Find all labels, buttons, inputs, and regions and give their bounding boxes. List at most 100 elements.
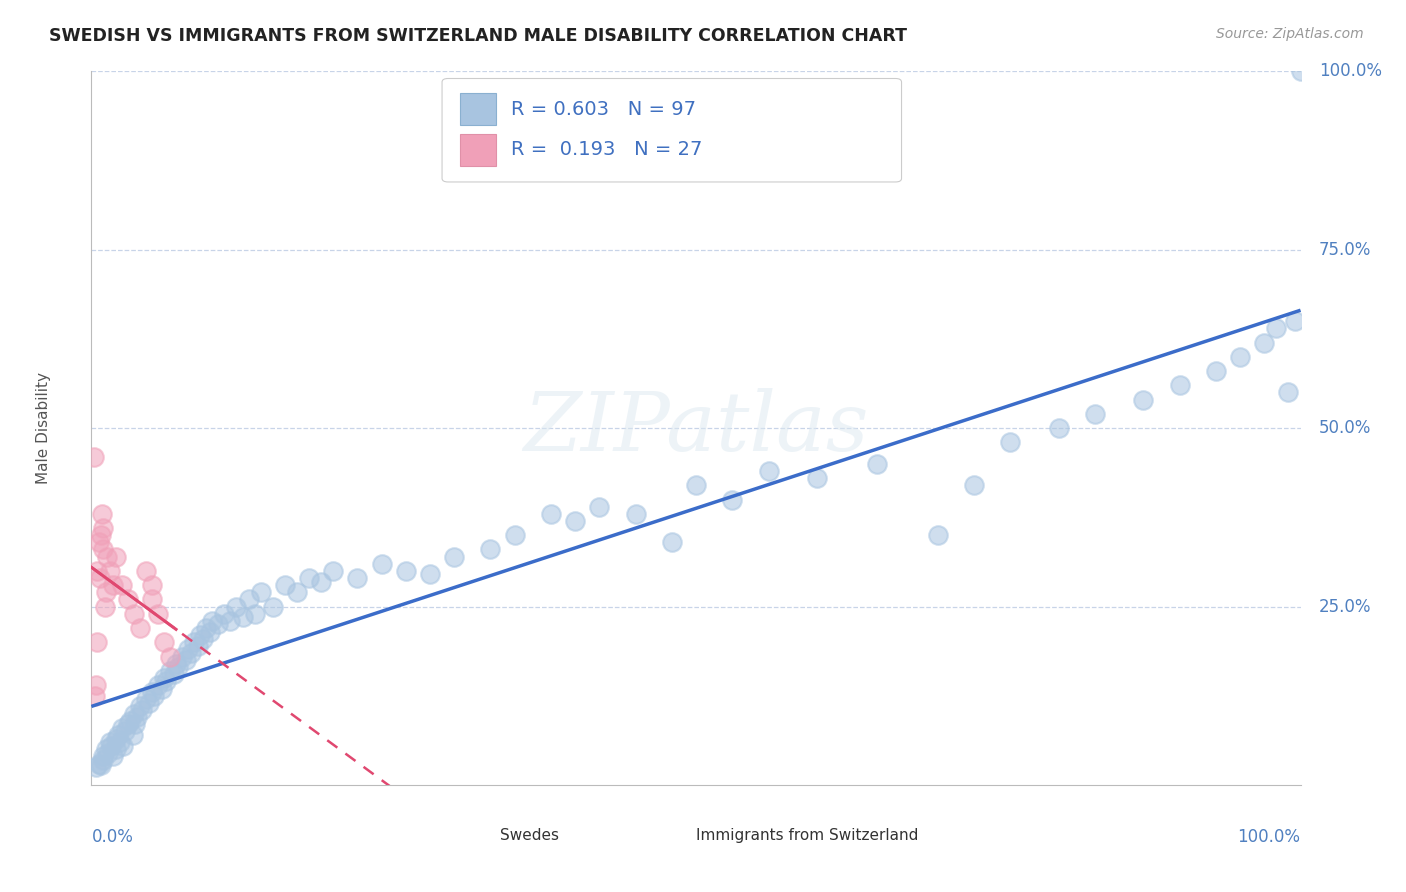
Point [135,692,157,706]
Point [395,564,418,578]
Point [159,664,181,678]
Point [153,671,176,685]
Point [309,574,332,589]
Point [101,578,124,592]
Point [117,717,139,731]
Point [225,599,247,614]
Text: Source: ZipAtlas.com: Source: ZipAtlas.com [1216,27,1364,41]
Point [207,617,229,632]
Point [159,649,181,664]
Point [479,542,502,557]
Point [624,507,647,521]
Text: Male Disability: Male Disability [35,372,51,484]
Point [243,607,266,621]
Point [172,649,194,664]
Point [104,549,127,564]
Point [94,742,117,756]
Point [219,614,242,628]
Point [89,571,111,585]
Point [131,703,153,717]
Point [191,632,214,646]
Point [721,492,744,507]
Point [443,549,465,564]
Point [198,624,221,639]
Point [419,567,441,582]
Text: Immigrants from Switzerland: Immigrants from Switzerland [696,828,918,843]
Point [1289,64,1312,78]
Point [93,749,115,764]
Point [180,646,202,660]
Point [122,607,145,621]
Text: SWEDISH VS IMMIGRANTS FROM SWITZERLAND MALE DISABILITY CORRELATION CHART: SWEDISH VS IMMIGRANTS FROM SWITZERLAND M… [49,27,907,45]
Point [91,507,114,521]
Point [111,721,132,735]
Point [138,696,160,710]
Point [1132,392,1154,407]
Point [262,599,284,614]
FancyBboxPatch shape [441,78,901,182]
Point [1229,350,1251,364]
Point [84,760,107,774]
Point [346,571,368,585]
Point [141,685,163,699]
Text: 100.0%: 100.0% [1319,62,1382,80]
Point [86,564,108,578]
Point [143,689,166,703]
Point [84,678,107,692]
Point [1084,407,1107,421]
Point [104,742,127,756]
Point [127,710,149,724]
Point [564,514,586,528]
Point [187,639,209,653]
Point [1205,364,1227,378]
Point [87,756,110,771]
Point [90,528,112,542]
Point [150,681,173,696]
Text: 0.0%: 0.0% [91,828,134,846]
Point [1000,435,1022,450]
Point [201,614,224,628]
Point [685,478,707,492]
Point [155,674,177,689]
Point [298,571,321,585]
Point [167,660,190,674]
Point [370,557,392,571]
Point [274,578,297,592]
Point [1284,314,1306,328]
Point [90,758,112,772]
Point [96,549,118,564]
FancyBboxPatch shape [460,93,496,125]
Point [122,706,145,721]
Point [110,735,132,749]
Point [1265,321,1288,335]
Point [141,578,163,592]
Point [120,714,142,728]
Point [97,746,120,760]
Point [94,585,117,599]
FancyBboxPatch shape [460,134,496,166]
Text: 25.0%: 25.0% [1319,598,1371,615]
Point [135,564,157,578]
Point [661,535,683,549]
Point [111,578,132,592]
Point [124,717,146,731]
Point [87,535,110,549]
Point [162,667,184,681]
Point [93,599,115,614]
Point [104,731,127,746]
Point [100,739,122,753]
Point [1253,335,1275,350]
Point [98,564,121,578]
FancyBboxPatch shape [654,822,683,849]
Text: ZIPatlas: ZIPatlas [523,388,869,468]
Point [165,657,187,671]
Point [249,585,271,599]
Point [195,621,218,635]
Point [117,592,139,607]
Point [93,753,115,767]
Point [174,653,197,667]
Point [188,628,211,642]
Point [93,521,115,535]
Text: 75.0%: 75.0% [1319,241,1371,259]
Point [866,457,889,471]
